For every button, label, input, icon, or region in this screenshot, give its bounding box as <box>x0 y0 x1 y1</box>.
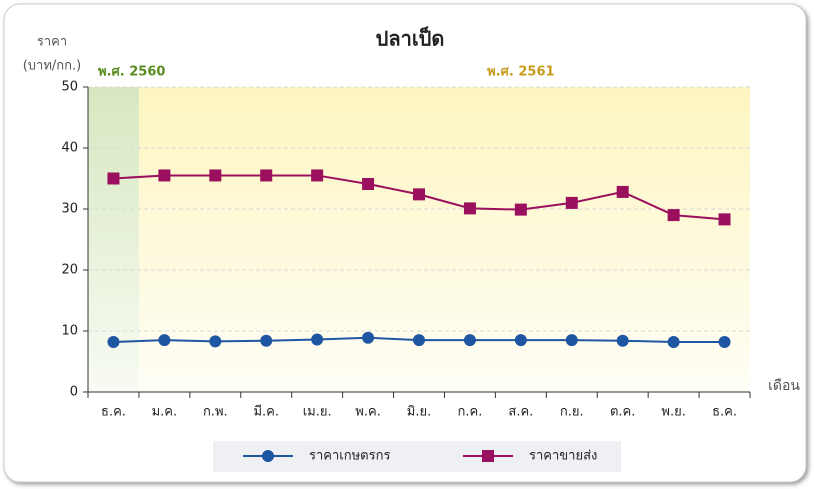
point <box>158 334 171 347</box>
point <box>514 203 527 216</box>
point <box>262 450 274 462</box>
x-tick-label: ก.ค. <box>458 405 483 420</box>
point <box>209 169 222 182</box>
y-axis-label: ราคา <box>37 35 67 50</box>
point <box>667 209 680 222</box>
year-label: พ.ศ. 2561 <box>487 65 554 80</box>
point <box>565 196 578 209</box>
legend-label: ราคาขายส่ง <box>529 449 597 464</box>
point <box>362 331 375 344</box>
x-tick-label: ก.พ. <box>203 405 228 420</box>
point <box>311 333 324 346</box>
x-tick-label: มี.ค. <box>253 404 279 420</box>
point <box>260 169 273 182</box>
point <box>311 169 324 182</box>
x-tick-label: ธ.ค. <box>101 405 126 420</box>
point <box>616 185 629 198</box>
x-tick-label: ต.ค. <box>610 405 635 420</box>
y-tick-label: 20 <box>61 263 78 278</box>
x-tick-label: พ.ย. <box>661 405 685 420</box>
point <box>413 334 425 347</box>
point <box>718 335 731 348</box>
legend-label: ราคาเกษตรกร <box>309 449 390 464</box>
x-tick-label: ม.ค. <box>152 405 178 420</box>
point <box>260 334 273 347</box>
point <box>565 334 578 347</box>
x-tick-label: ส.ค. <box>508 405 533 420</box>
x-tick-label: ก.ย. <box>560 405 584 420</box>
point <box>158 169 171 182</box>
y-tick-label: 0 <box>70 385 78 400</box>
point <box>667 335 680 348</box>
point <box>413 188 425 201</box>
x-tick-label: ธ.ค. <box>712 405 737 420</box>
x-tick-label: พ.ค. <box>355 405 381 420</box>
x-tick-label: มิ.ย. <box>407 405 431 420</box>
point <box>463 334 476 347</box>
point <box>616 334 629 347</box>
y-axis-label: (บาท/กก.) <box>23 59 82 74</box>
point <box>718 213 731 226</box>
y-tick-label: 30 <box>61 202 78 217</box>
point <box>463 202 476 215</box>
point <box>362 177 375 190</box>
x-axis-label: เดือน <box>768 378 800 394</box>
point <box>482 450 494 462</box>
chart-title: ปลาเป็ด <box>376 26 445 51</box>
y-tick-label: 10 <box>61 324 78 339</box>
point <box>209 335 222 348</box>
y-tick-label: 40 <box>61 141 78 156</box>
x-tick-label: เม.ย. <box>303 405 332 420</box>
year-label: พ.ศ. 2560 <box>98 65 165 80</box>
y-tick-label: 50 <box>61 80 78 95</box>
plot-background <box>88 87 750 392</box>
point <box>107 172 120 185</box>
point <box>514 334 527 347</box>
point <box>107 335 120 348</box>
